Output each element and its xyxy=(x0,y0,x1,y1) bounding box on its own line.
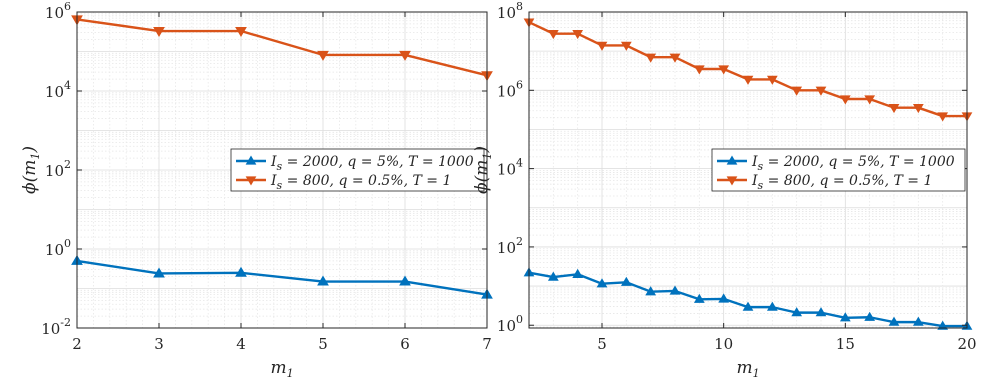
y-tick-label: 102 xyxy=(45,158,71,180)
data-point xyxy=(399,275,411,286)
y-axis-label: ϕ(m1) xyxy=(472,146,494,194)
y-tick-label: 100 xyxy=(497,313,523,335)
x-axis-label: m1 xyxy=(736,358,759,380)
data-point xyxy=(572,29,584,40)
y-tick-label: 106 xyxy=(45,0,71,22)
data-point xyxy=(317,50,329,61)
y-tick-label: 104 xyxy=(45,79,71,101)
data-point xyxy=(669,53,681,63)
x-tick-label: 10 xyxy=(714,335,733,353)
data-point xyxy=(864,311,876,321)
legend-entry: Is = 2000, q = 5%, T = 1000 xyxy=(236,154,474,173)
legend-label: Is = 800, q = 0.5%, T = 1 xyxy=(270,173,451,192)
data-point xyxy=(718,65,730,75)
legend-label: Is = 2000, q = 5%, T = 1000 xyxy=(751,154,955,173)
data-point xyxy=(766,75,778,85)
data-point xyxy=(153,27,165,38)
legend-label: Is = 800, q = 0.5%, T = 1 xyxy=(751,173,932,192)
y-tick-label: 10-2 xyxy=(41,316,71,338)
y-tick-label: 108 xyxy=(497,0,523,22)
data-point xyxy=(815,307,827,317)
series-1 xyxy=(523,18,973,122)
data-point xyxy=(235,266,247,277)
x-tick-label: 6 xyxy=(400,335,410,353)
legend-entry: Is = 2000, q = 5%, T = 1000 xyxy=(717,154,955,173)
x-tick-label: 15 xyxy=(836,335,855,353)
data-point xyxy=(937,112,949,122)
x-tick-label: 5 xyxy=(597,335,607,353)
x-tick-label: 7 xyxy=(482,335,492,353)
data-point xyxy=(153,267,165,278)
y-tick-label: 104 xyxy=(497,157,523,179)
y-axis-label: ϕ(m1) xyxy=(20,146,42,194)
data-point xyxy=(399,50,411,61)
axes: 2 3 4 5 6 7 10-2 100 102 104 106 m1 ϕ(m1) xyxy=(20,0,492,380)
y-axis-label-group: ϕ(m1) xyxy=(20,146,42,194)
y-tick-label: 100 xyxy=(45,237,71,259)
legend-label: Is = 2000, q = 5%, T = 1000 xyxy=(270,154,474,173)
y-axis-label-group: ϕ(m1) xyxy=(472,146,494,194)
x-tick-label: 2 xyxy=(72,335,82,353)
x-axis-label: m1 xyxy=(270,358,293,380)
data-point xyxy=(596,41,608,51)
data-point xyxy=(669,285,681,295)
data-point xyxy=(791,86,803,96)
series-0 xyxy=(523,267,973,330)
data-point xyxy=(645,286,657,296)
legend-marker xyxy=(726,155,738,165)
x-tick-label: 3 xyxy=(154,335,164,353)
data-point xyxy=(547,271,559,281)
data-point xyxy=(742,75,754,85)
data-point xyxy=(317,275,329,286)
y-tick-label: 106 xyxy=(497,78,523,100)
right-chart-panel: 5 10 15 20 100 102 104 106 108 m1 ϕ(m1) Is = 2000, … xyxy=(472,0,977,380)
data-point xyxy=(235,27,247,38)
data-point xyxy=(645,53,657,63)
legend-marker xyxy=(245,155,257,165)
data-point xyxy=(718,293,730,303)
legend-marker xyxy=(245,176,257,186)
legend-entry: Is = 800, q = 0.5%, T = 1 xyxy=(236,173,451,192)
legend-entry: Is = 800, q = 0.5%, T = 1 xyxy=(717,173,932,192)
data-point xyxy=(839,312,851,322)
data-point xyxy=(620,41,632,51)
data-point xyxy=(815,86,827,96)
series-line xyxy=(76,18,488,77)
data-point xyxy=(742,301,754,311)
series-line xyxy=(76,259,488,296)
data-point xyxy=(839,95,851,105)
data-point xyxy=(596,278,608,288)
axes: 5 10 15 20 100 102 104 106 108 m1 ϕ(m1) xyxy=(472,0,977,380)
x-tick-label: 20 xyxy=(957,335,976,353)
data-point xyxy=(888,316,900,326)
x-tick-label: 5 xyxy=(318,335,328,353)
data-point xyxy=(937,320,949,330)
data-point xyxy=(766,301,778,311)
legend-marker xyxy=(726,176,738,186)
data-point xyxy=(791,307,803,317)
data-point xyxy=(547,29,559,40)
data-point xyxy=(693,65,705,75)
data-point xyxy=(912,104,924,114)
data-point xyxy=(572,268,584,278)
data-point xyxy=(888,104,900,114)
data-point xyxy=(693,293,705,303)
axes-box xyxy=(528,11,968,329)
x-tick-label: 4 xyxy=(236,335,246,353)
y-tick-label: 102 xyxy=(497,235,523,257)
legend-box xyxy=(230,148,485,192)
data-point xyxy=(620,276,632,286)
data-point xyxy=(912,316,924,326)
data-point xyxy=(864,95,876,105)
legend-box xyxy=(711,148,966,192)
